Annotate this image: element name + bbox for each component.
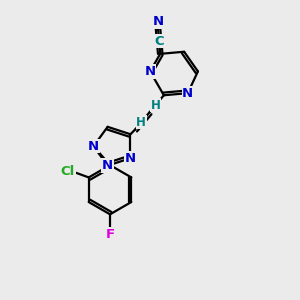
Text: N: N [152, 15, 164, 28]
Text: H: H [151, 99, 160, 112]
Text: Cl: Cl [61, 165, 75, 178]
Text: N: N [182, 87, 193, 100]
Text: N: N [125, 152, 136, 165]
Text: C: C [154, 35, 164, 48]
Text: N: N [102, 159, 113, 172]
Text: N: N [88, 140, 99, 153]
Text: F: F [106, 228, 115, 241]
Text: N: N [145, 65, 156, 78]
Text: H: H [136, 116, 146, 129]
